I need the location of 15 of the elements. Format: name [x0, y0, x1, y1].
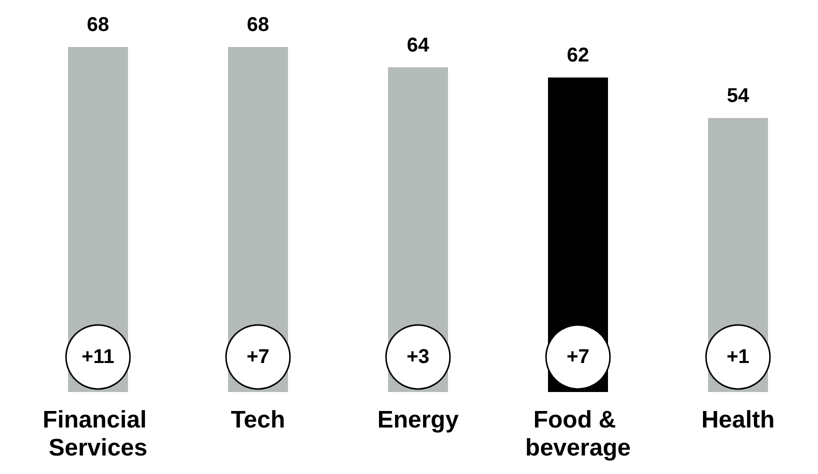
data-label: 68 [86, 14, 110, 36]
annotation: +11 [82, 346, 114, 368]
x-tick-label: Food & beverage [525, 406, 631, 462]
data-label: 68 [246, 14, 270, 36]
data-label: 62 [566, 44, 590, 66]
x-tick-label: Tech [230, 406, 286, 434]
annotation: +3 [406, 346, 430, 368]
annotation: +7 [566, 346, 590, 368]
x-tick-label: Financial Services [42, 406, 154, 462]
data-label: 54 [726, 85, 750, 108]
annotation: +1 [726, 346, 750, 368]
annotation: +7 [246, 346, 270, 368]
data-label: 64 [406, 34, 430, 56]
x-tick-label: Energy [377, 406, 460, 434]
x-tick-label: Health [701, 406, 775, 434]
